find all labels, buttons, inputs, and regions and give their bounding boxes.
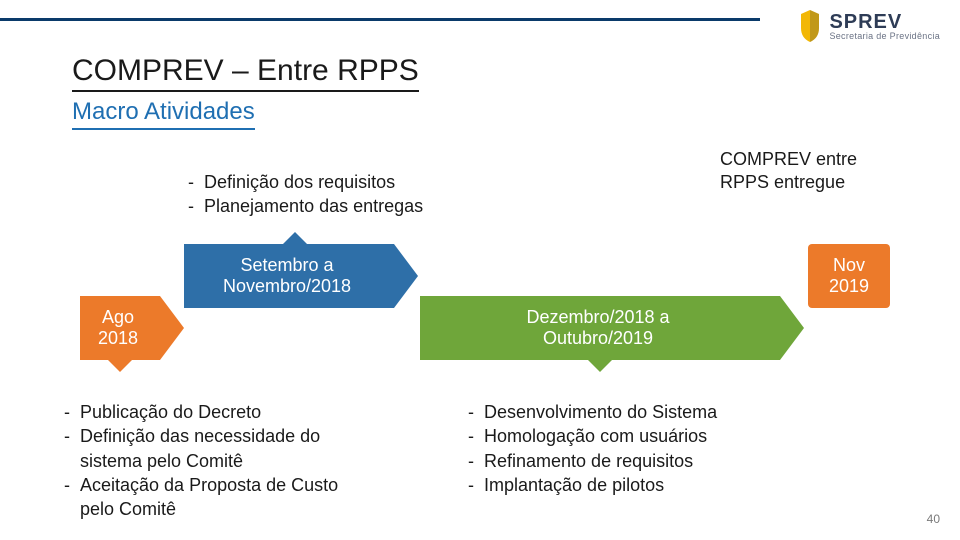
header-rule <box>0 18 760 21</box>
bullet-dash: - <box>180 194 194 218</box>
phase-pointer-down <box>108 360 132 372</box>
delivered-label: COMPREV entre RPPS entregue <box>720 148 880 193</box>
phase-label-line1: Ago <box>98 307 138 328</box>
list-item-text: Refinamento de requisitos <box>484 449 693 473</box>
timeline-phase-set-nov-2018: Setembro a Novembro/2018 <box>184 244 394 308</box>
list-item-text: Aceitação da Proposta de Custo pelo Comi… <box>80 473 376 522</box>
list-item: - Planejamento das entregas <box>180 194 423 218</box>
bullet-dash: - <box>460 473 474 497</box>
phase-label-line2: 2019 <box>829 276 869 297</box>
phase-label-line1: Nov <box>829 255 869 276</box>
list-item-text: Planejamento das entregas <box>204 194 423 218</box>
logo: SPREV Secretaria de Previdência <box>799 8 940 44</box>
timeline: Setembro a Novembro/2018 Nov 2019 Ago 20… <box>0 236 960 376</box>
page-title: COMPREV – Entre RPPS <box>72 54 419 92</box>
list-item-text: Publicação do Decreto <box>80 400 261 424</box>
bullet-dash: - <box>56 424 70 473</box>
lower-left-activity-list: - Publicação do Decreto - Definição das … <box>56 400 376 521</box>
phase-label-line1: Dezembro/2018 a <box>526 307 669 328</box>
logo-text-sub: Secretaria de Previdência <box>829 32 940 41</box>
page-number: 40 <box>927 512 940 526</box>
list-item-text: Definição das necessidade do sistema pel… <box>80 424 376 473</box>
timeline-phase-nov-2019: Nov 2019 <box>808 244 890 308</box>
lower-right-activity-list: - Desenvolvimento do Sistema - Homologaç… <box>460 400 840 497</box>
phase-label-line1: Setembro a <box>223 255 351 276</box>
bullet-dash: - <box>460 400 474 424</box>
bullet-dash: - <box>180 170 194 194</box>
list-item: - Aceitação da Proposta de Custo pelo Co… <box>56 473 376 522</box>
phase-label-line2: 2018 <box>98 328 138 349</box>
list-item-text: Definição dos requisitos <box>204 170 395 194</box>
list-item: - Implantação de pilotos <box>460 473 840 497</box>
bullet-dash: - <box>460 424 474 448</box>
timeline-phase-dez-out: Dezembro/2018 a Outubro/2019 <box>420 296 780 360</box>
list-item: - Definição das necessidade do sistema p… <box>56 424 376 473</box>
bullet-dash: - <box>56 473 70 522</box>
logo-text-main: SPREV <box>829 12 940 32</box>
list-item: - Homologação com usuários <box>460 424 840 448</box>
upper-activity-list: - Definição dos requisitos - Planejament… <box>180 170 423 219</box>
slide-root: SPREV Secretaria de Previdência COMPREV … <box>0 0 960 540</box>
phase-pointer-down <box>588 360 612 372</box>
list-item: - Desenvolvimento do Sistema <box>460 400 840 424</box>
list-item: - Definição dos requisitos <box>180 170 423 194</box>
logo-shield-icon <box>799 8 821 44</box>
list-item: - Publicação do Decreto <box>56 400 376 424</box>
phase-label-line2: Novembro/2018 <box>223 276 351 297</box>
bullet-dash: - <box>460 449 474 473</box>
list-item: - Refinamento de requisitos <box>460 449 840 473</box>
phase-label-line2: Outubro/2019 <box>526 328 669 349</box>
list-item-text: Desenvolvimento do Sistema <box>484 400 717 424</box>
page-subtitle: Macro Atividades <box>72 98 255 130</box>
bullet-dash: - <box>56 400 70 424</box>
timeline-phase-ago-2018: Ago 2018 <box>80 296 160 360</box>
list-item-text: Homologação com usuários <box>484 424 707 448</box>
list-item-text: Implantação de pilotos <box>484 473 664 497</box>
